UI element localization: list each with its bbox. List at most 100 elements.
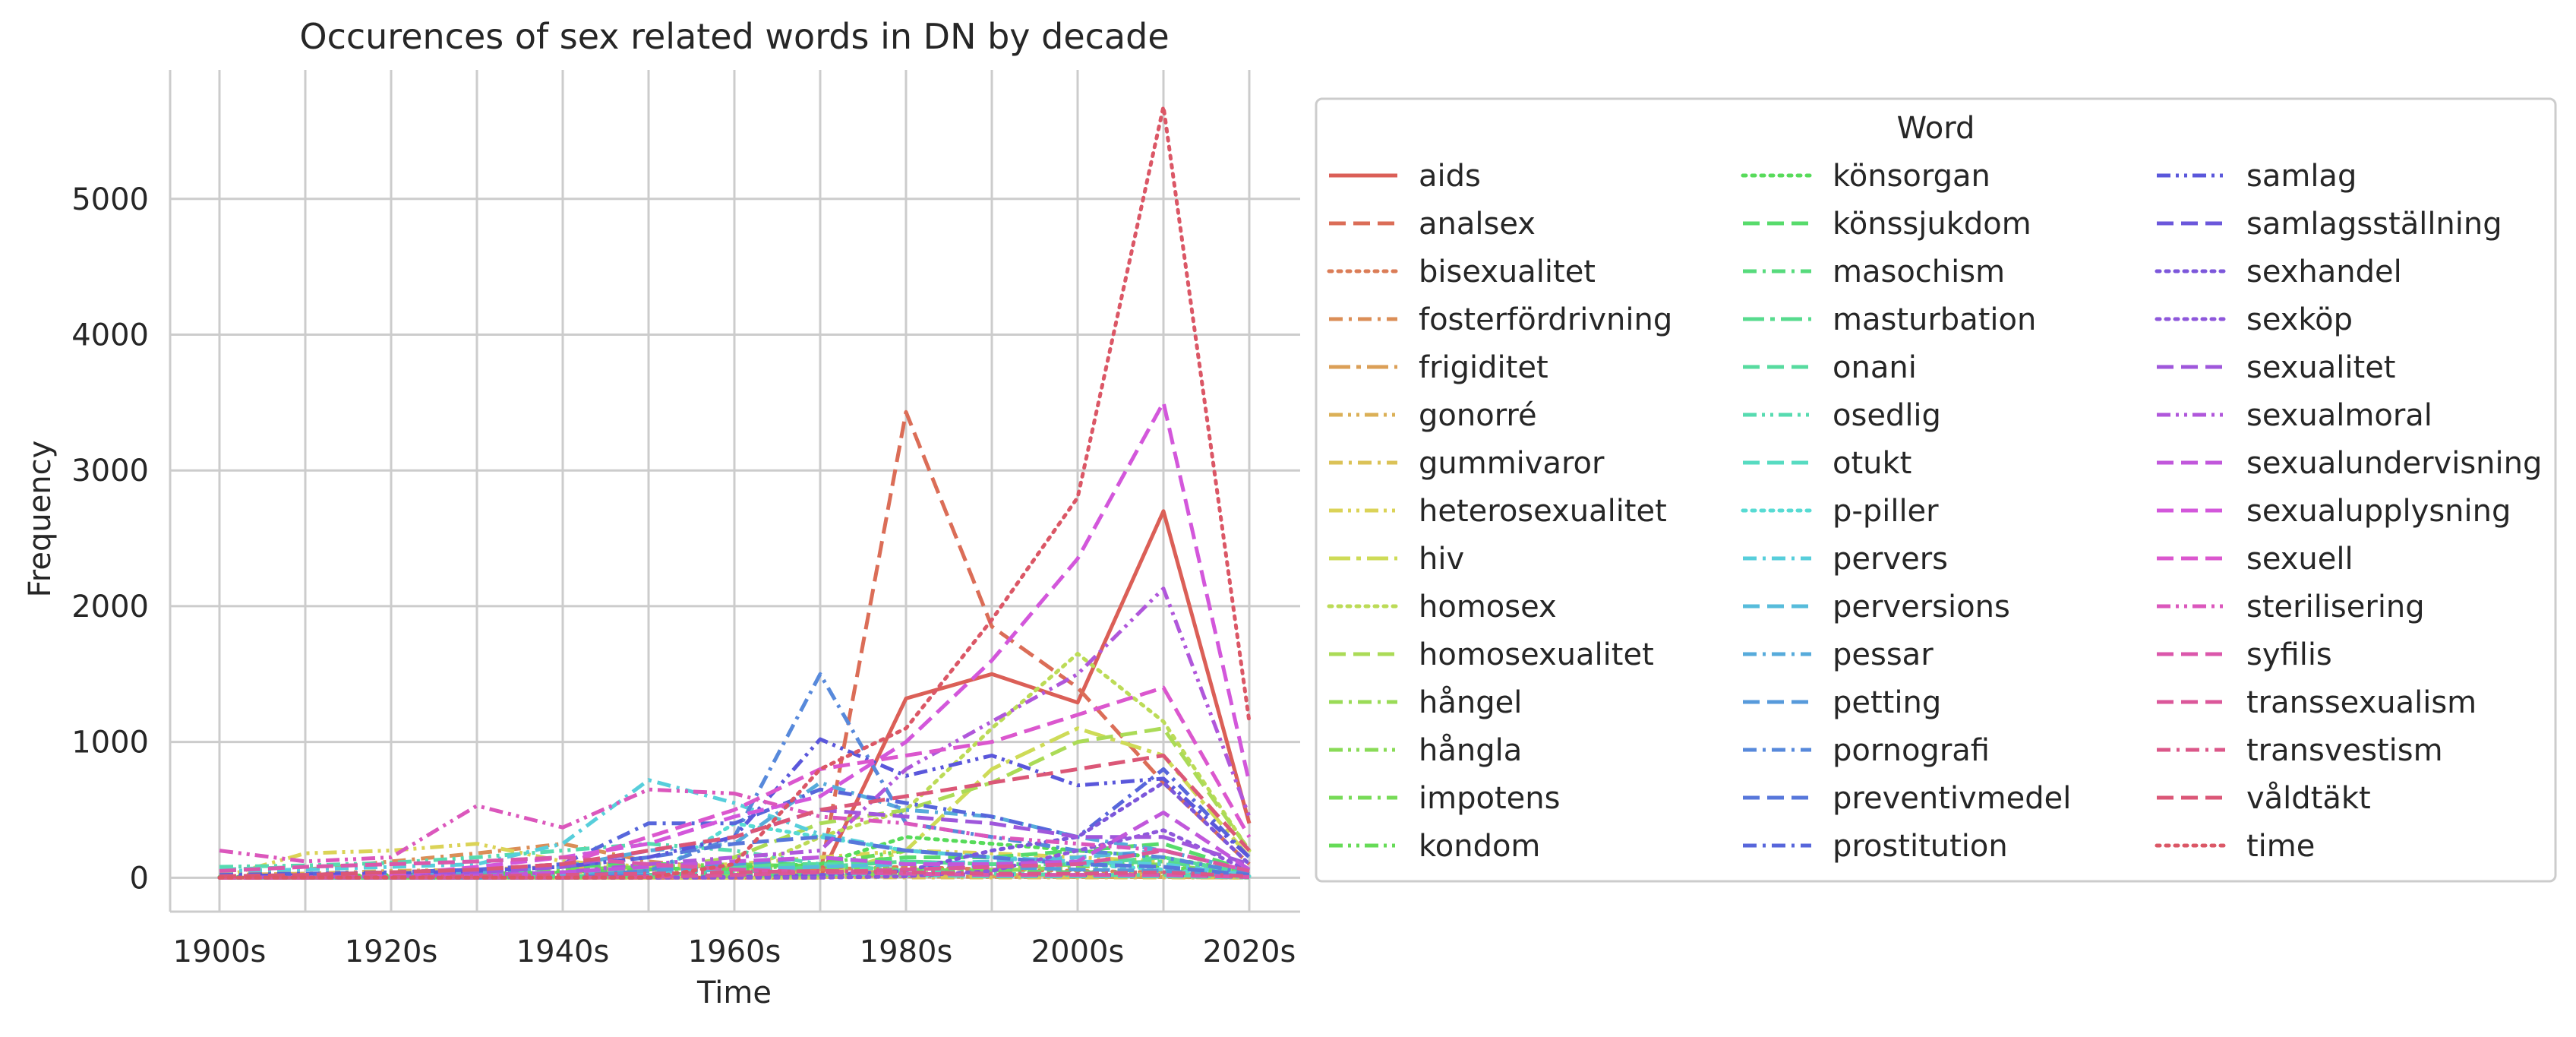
series-line-pervers [219,778,1250,877]
legend-label: otukt [1833,446,1911,481]
y-tick-label: 1000 [71,726,149,760]
legend-label: preventivmedel [1833,781,2071,816]
axes: 0 1000 2000 3000 4000 5000 1900s 1920s 1940s 1960… [71,70,1300,969]
legend-item: prostitution [1743,829,2008,864]
legend-label: sexhandel [2246,255,2402,289]
legend-item: preventivmedel [1743,781,2071,816]
legend-label: gummivaror [1419,446,1605,481]
legend-label: time [2246,829,2315,864]
legend-item: syfilis [2157,637,2332,672]
legend-item: pervers [1743,542,1948,577]
legend-item: transvestism [2157,733,2443,768]
legend-label: onani [1833,350,1917,385]
legend-label: sterilisering [2246,590,2425,624]
x-tick-label: 1920s [345,934,438,969]
legend-label: masturbation [1833,302,2036,337]
legend-item: homosexualitet [1329,637,1654,672]
legend-label: hiv [1419,542,1464,577]
legend-item: sexualitet [2157,350,2395,385]
legend-label: bisexualitet [1419,255,1596,289]
legend-label: sexualmoral [2246,398,2432,433]
legend-item: hångla [1329,733,1522,768]
legend-item: impotens [1329,781,1560,816]
legend-label: pervers [1833,542,1948,577]
legend-item: sterilisering [2157,590,2425,624]
legend-item: p-piller [1741,494,1939,529]
legend-label: sexuell [2246,542,2353,577]
legend-item: hångel [1329,685,1522,720]
legend-item: fosterfördrivning [1329,302,1672,337]
legend-label: homosex [1419,590,1557,624]
legend-label: pornografi [1833,733,1990,768]
legend-title: Word [1897,111,1975,146]
legend-item: aids [1329,159,1481,194]
legend-label: osedlig [1833,398,1941,433]
legend-label: syfilis [2246,637,2332,672]
legend-item: bisexualitet [1327,255,1596,289]
legend-item: sexuell [2157,542,2353,577]
legend-label: fosterfördrivning [1419,302,1672,337]
legend: Word aids analsex bisexualitet fosterfördri… [1315,97,2557,883]
x-axis-label: Time [696,975,772,1010]
legend-item: könssjukdom [1743,207,2031,242]
legend-item: otukt [1743,446,1911,481]
legend-item: samlag [2157,159,2357,194]
legend-item: sexhandel [2155,255,2402,289]
legend-items: aids analsex bisexualitet fosterfördrivning… [1327,159,2542,864]
legend-item: våldtäkt [2157,781,2371,816]
legend-item: osedlig [1743,398,1941,433]
y-axis-label: Frequency [23,441,58,598]
legend-label: kondom [1419,829,1540,864]
legend-item: sexualundervisning [2157,446,2542,481]
legend-label: hångla [1419,733,1522,768]
legend-item: transsexualism [2157,685,2477,720]
legend-item: sexköp [2155,302,2353,337]
legend-item: kondom [1329,829,1540,864]
y-tick-label: 5000 [71,182,149,217]
x-tick-label: 2020s [1203,934,1296,969]
legend-label: p-piller [1833,494,1939,529]
legend-label: gonorré [1419,398,1537,433]
legend-item: frigiditet [1329,350,1548,385]
legend-label: heterosexualitet [1419,494,1667,529]
series-line-sterilisering [219,787,1250,873]
legend-item: masochism [1743,255,2005,289]
legend-item: sexualmoral [2157,398,2432,433]
legend-label: transsexualism [2246,685,2477,720]
legend-label: pessar [1833,637,1934,672]
legend-item: gummivaror [1329,446,1605,481]
legend-label: perversions [1833,590,2010,624]
legend-label: prostitution [1833,829,2008,864]
legend-label: homosexualitet [1419,637,1654,672]
legend-label: aids [1419,159,1481,194]
x-tick-label: 1980s [860,934,953,969]
series-line-sexualupplysning [219,400,1252,880]
legend-frame [1315,97,2557,883]
legend-label: våldtäkt [2246,781,2371,816]
legend-item: samlagsställning [2157,207,2502,242]
legend-label: impotens [1419,781,1560,816]
legend-item: hiv [1329,542,1464,577]
legend-item: pessar [1743,637,1934,672]
chart-title: Occurences of sex related words in DN by… [299,16,1169,57]
legend-item: analsex [1329,207,1536,242]
y-tick-label: 4000 [71,318,149,353]
legend-item: könsorgan [1741,159,1990,194]
x-tick-label: 1940s [516,934,610,969]
legend-label: masochism [1833,255,2005,289]
legend-item: heterosexualitet [1329,494,1667,529]
legend-label: könssjukdom [1833,207,2031,242]
legend-item: homosex [1327,590,1557,624]
series-line-transvestism [219,868,1250,880]
series-lines [217,104,1252,880]
legend-item: pornografi [1743,733,1990,768]
legend-label: könsorgan [1833,159,1990,194]
y-tick-label: 3000 [71,454,149,488]
legend-label: analsex [1419,207,1536,242]
legend-item: masturbation [1743,302,2036,337]
y-tick-label: 2000 [71,590,149,624]
legend-item: petting [1743,685,1941,720]
legend-label: sexualundervisning [2246,446,2542,481]
